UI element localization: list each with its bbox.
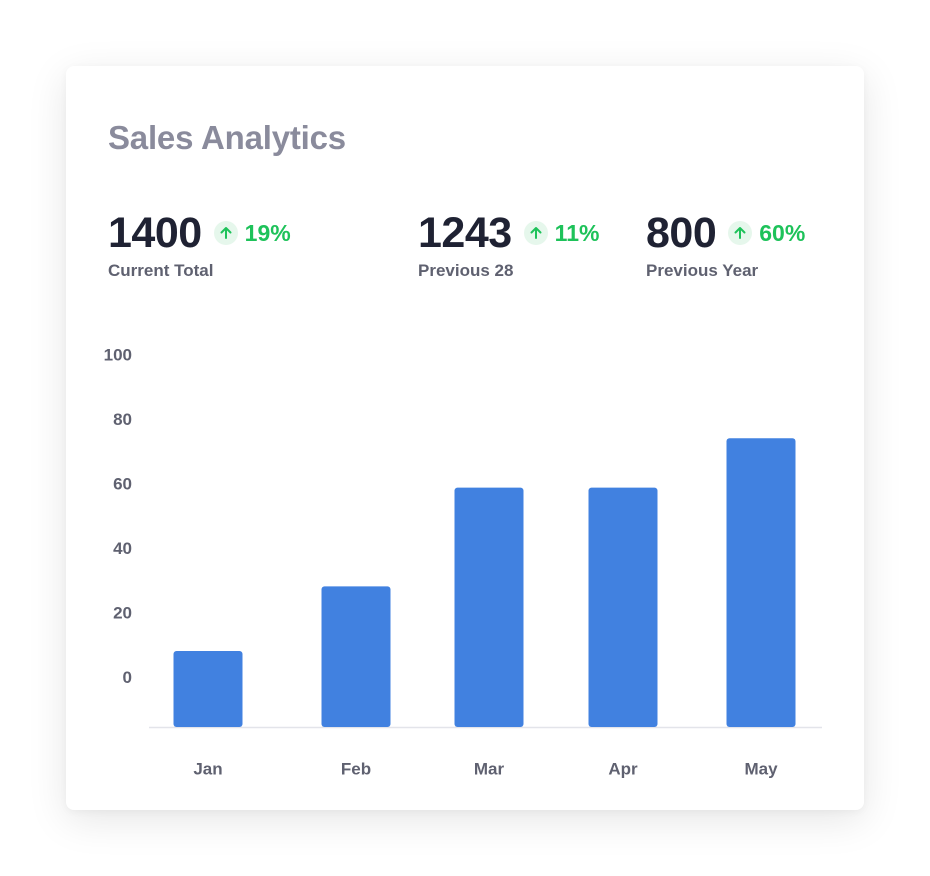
y-tick-label: 100 (104, 345, 132, 364)
bar-chart: 100 80 60 40 20 0 Jan Feb Mar Apr May (104, 345, 822, 778)
x-tick-label: May (744, 759, 778, 778)
arrow-up-icon (213, 221, 238, 245)
stat-label: Previous 28 (418, 261, 514, 280)
stat-delta: 11% (523, 219, 600, 247)
bar-feb (321, 586, 391, 727)
y-tick-label: 40 (113, 539, 132, 558)
x-tick-label: Feb (341, 759, 371, 778)
arrow-up-icon (728, 221, 753, 245)
stat-current-total: 1400 19% Current Total (108, 208, 291, 281)
stat-label: Previous Year (646, 261, 759, 280)
stat-label: Current Total (108, 261, 214, 280)
stat-value: 1400 (108, 209, 202, 257)
stat-delta-text: 11% (554, 219, 600, 246)
sales-analytics-card: Sales Analytics 1400 19% Current Total 1… (66, 66, 864, 810)
bar-may (726, 438, 796, 727)
bar-apr (588, 487, 658, 727)
bar-mar (454, 487, 524, 727)
card-title: Sales Analytics (108, 119, 346, 156)
stat-value: 1243 (418, 209, 512, 257)
x-tick-label: Apr (608, 759, 638, 778)
y-tick-label: 80 (113, 410, 132, 429)
y-tick-label: 0 (123, 668, 132, 687)
stat-previous-28: 1243 11% Previous 28 (418, 208, 599, 281)
bar-jan (173, 651, 243, 727)
y-tick-label: 60 (113, 474, 132, 493)
x-tick-label: Mar (474, 759, 505, 778)
arrow-up-icon (523, 221, 548, 245)
stat-delta: 60% (728, 220, 805, 247)
stat-delta-text: 60% (759, 219, 806, 246)
stat-value: 800 (646, 209, 717, 257)
x-tick-label: Jan (193, 759, 222, 778)
stat-previous-year: 800 60% Previous Year (646, 208, 805, 281)
y-tick-label: 20 (113, 603, 132, 622)
stat-delta: 19% (213, 219, 291, 247)
stat-delta-text: 19% (244, 219, 291, 246)
